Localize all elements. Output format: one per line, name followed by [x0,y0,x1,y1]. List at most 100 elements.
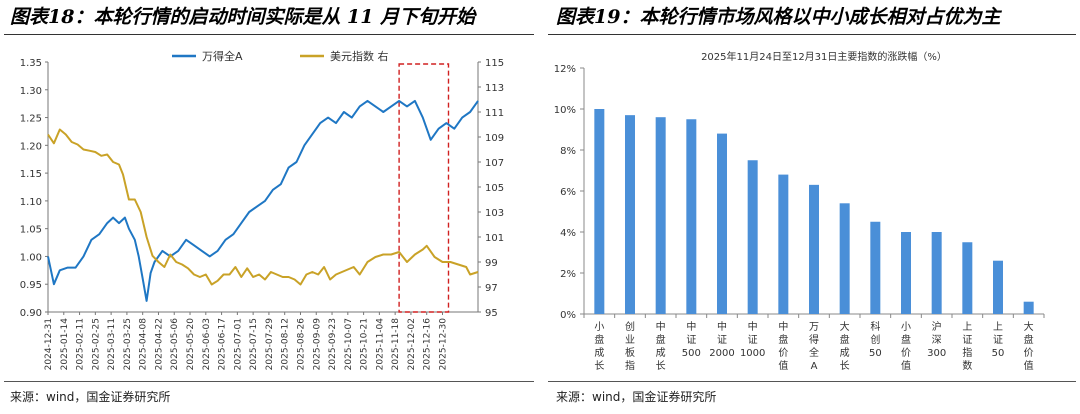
x-tick-label: 2025-12-02 [407,318,417,370]
bar [1023,301,1034,314]
x-category-label-part: 盘 [1024,333,1034,346]
y-tick-label: 12% [554,64,576,75]
x-category-label-part: 长 [840,360,850,372]
x-category-label-part: 盘 [656,333,666,346]
x-tick-label: 2025-05-06 [170,318,180,371]
x-category-label: 大盘价值 [1024,320,1034,372]
x-category-label-part: 证 [717,334,727,346]
x-category-label-part: 数 [962,359,972,372]
y-tick-label: 2% [560,269,576,280]
x-category-label: 中证 500 [682,320,701,359]
right-bar-chart: 2025年11月24日至12月31日主要指数的涨跌幅（%） 0% 2% 4% 6% 8% 1… [554,50,1045,372]
x-category-label-part: 盘 [840,333,850,346]
x-category-label: 创业板指 [625,320,635,372]
bar [901,232,911,314]
right-title-rule [548,34,1076,35]
x-tick-label: 2024-12-31 [44,318,54,370]
y-left-tick-label: 1.15 [20,169,42,180]
y-left-tick-label: 1.00 [20,252,42,263]
x-tick-label: 2025-09-09 [312,318,322,371]
bar [717,133,727,314]
x-tick-label: 2025-04-22 [154,318,164,370]
x-category-label: 沪深 300 [927,320,946,359]
y-right-tick-label: 107 [485,158,504,169]
dollar-index-line [47,128,479,286]
x-category-label-part: 值 [901,359,911,372]
x-tick-label: 2025-05-20 [186,318,196,371]
y-right-tick-label: 111 [485,108,504,119]
bar [839,203,850,314]
y-right-tick-label: 113 [485,83,504,94]
x-category-label: 上证 50 [992,321,1005,359]
y-tick-label: 8% [560,146,576,157]
x-category-label: 科创 50 [869,320,882,359]
x-category-label-part: 盘 [778,333,788,346]
x-category-label-part: 300 [927,348,946,359]
x-category-label-part: 中 [717,320,727,333]
x-category-label-part: 成 [656,347,666,359]
x-category-label: 中盘成长 [656,320,666,372]
x-category-label-part: 证 [962,334,972,346]
y-left-tick-label: 0.90 [20,308,42,319]
x-tick-label: 2025-11-18 [391,318,401,371]
x-tick-label: 2025-02-11 [76,318,86,370]
bar [931,232,942,314]
x-tick-label: 2025-09-23 [328,318,338,370]
bar [962,242,973,314]
x-category-label-part: 深 [932,334,942,346]
x-category-label-part: 值 [1024,359,1034,372]
x-tick-label: 2025-03-11 [107,318,117,370]
x-category-label: 小盘成长 [594,321,604,372]
bar [870,221,881,314]
x-category-label-part: 全 [809,346,819,359]
x-category-label-part: 盘 [594,333,604,346]
x-category-label-part: 50 [992,348,1005,359]
x-category-label-part: 大 [1024,320,1034,333]
bar [625,115,635,315]
left-source-note: 来源：wind，国金证券研究所 [10,390,171,404]
x-category-label-part: 证 [686,334,696,346]
x-category-label-part: 小 [901,321,911,333]
bar [594,109,605,314]
legend-label: 美元指数 右 [330,49,389,63]
x-category-label-part: 业 [625,334,635,346]
left-title-rule [4,34,534,35]
y-left-tick-label: 0.95 [20,280,42,291]
x-tick-label: 2025-07-15 [249,318,259,370]
x-category-label-part: 创 [625,320,635,333]
right-chart-title: 图表19：本轮行情市场风格以中小成长相对占优为主 [556,6,1001,28]
x-category-label-part: 证 [993,334,1003,346]
x-category-label-part: 2000 [709,348,734,359]
x-category-label-part: 创 [870,333,880,346]
x-category-label-part: A [811,361,818,372]
x-category-label-part: 中 [778,320,788,333]
x-category-label-part: 长 [594,360,604,372]
x-tick-label: 2025-10-07 [344,318,354,370]
x-category-label-part: 科 [870,320,880,333]
x-category-label-part: 中 [686,320,696,333]
bar [809,184,819,314]
x-category-label-part: 1000 [740,348,765,359]
x-category-label-part: 得 [809,334,819,346]
y-right-tick-label: 103 [485,208,504,219]
y-right-tick-label: 105 [485,183,504,194]
x-category-label-part: 沪 [932,320,942,333]
wind-all-a-line [47,99,479,302]
x-category-label-part: 长 [656,360,666,372]
x-category-label: 小盘价值 [901,321,911,372]
x-category-label-part: 成 [840,347,850,359]
y-tick-label: 10% [554,105,576,116]
y-left-tick-label: 1.35 [20,58,42,69]
legend-label: 万得全A [202,49,243,63]
highlight-box [398,63,450,313]
y-right-tick-label: 101 [485,233,504,244]
x-category-label-part: 500 [682,348,701,359]
x-category-label-part: 中 [748,320,758,333]
y-tick-label: 0% [560,310,576,321]
x-tick-label: 2025-03-25 [123,318,133,370]
bar [655,117,666,314]
x-category-label-part: 价 [778,347,788,359]
bar [686,119,697,314]
y-left-tick-label: 1.25 [20,114,42,125]
x-tick-label: 2025-08-26 [296,318,306,371]
